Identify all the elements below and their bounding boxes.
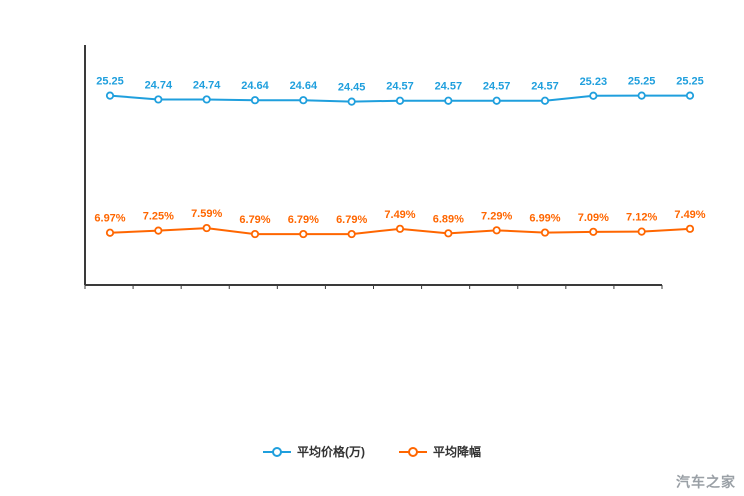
data-point-label: 6.97% [94, 213, 125, 225]
data-point [589, 227, 598, 236]
data-point-label: 24.57 [386, 81, 414, 93]
data-point-label: 6.99% [529, 213, 560, 225]
data-point-label: 24.64 [241, 80, 269, 92]
data-point [685, 224, 695, 233]
data-point-label: 24.64 [290, 80, 318, 92]
data-point [154, 226, 163, 235]
legend: 平均价格(万) 平均降幅 [0, 443, 744, 460]
data-point-label: 7.09% [578, 212, 609, 224]
data-point-label: 7.29% [481, 210, 512, 222]
axes [84, 45, 663, 289]
data-point-label: 7.59% [191, 208, 222, 220]
data-point-label: 7.12% [626, 212, 657, 224]
data-point [685, 91, 695, 100]
data-point-label: 7.49% [674, 209, 705, 221]
data-point-label: 6.79% [239, 214, 270, 226]
data-point [395, 224, 405, 233]
data-point-label: 24.57 [483, 81, 511, 93]
data-point [347, 97, 356, 106]
watermark-logo: 汽车之家 [676, 474, 736, 490]
data-point-label: 25.23 [580, 76, 608, 88]
data-point [105, 228, 115, 237]
data-point-label: 6.89% [433, 213, 464, 225]
legend-item-avg-price[interactable]: 平均价格(万) [262, 443, 365, 460]
data-point-label: 25.25 [628, 76, 656, 88]
legend-item-avg-discount[interactable]: 平均降幅 [398, 443, 481, 460]
data-point [637, 227, 646, 236]
data-point [492, 226, 501, 235]
data-point [347, 229, 356, 239]
data-point-label: 6.79% [336, 214, 367, 226]
price-series: 25.25 24.74 24.74 24.64 24.64 24.45 24.57 24.57… [96, 76, 704, 106]
data-point-label: 7.25% [143, 211, 174, 223]
discount-series: 6.97% 7.25% 7.59% 6.79% 6.79% 6.79% 7.49% 6.89%… [94, 208, 706, 239]
line-series-marker-icon [262, 446, 291, 457]
legend-label-avg-price: 平均价格(万) [296, 445, 365, 459]
data-point [154, 95, 163, 104]
data-point-label: 24.45 [338, 82, 366, 94]
data-point [492, 96, 501, 105]
data-point [637, 91, 646, 100]
data-point [105, 91, 115, 100]
data-point [395, 96, 405, 105]
data-point [444, 229, 453, 238]
data-point-label: 24.57 [435, 81, 463, 93]
data-point-label: 24.74 [145, 79, 173, 91]
line-series-marker-icon [398, 446, 427, 457]
data-point [299, 96, 308, 105]
data-point [202, 223, 211, 233]
data-point [299, 229, 308, 239]
data-point [540, 228, 550, 237]
data-point [444, 96, 453, 105]
data-point [540, 96, 550, 105]
data-point [250, 229, 260, 239]
data-point [589, 91, 598, 100]
legend-label-avg-discount: 平均降幅 [432, 445, 481, 459]
data-point [250, 96, 260, 105]
data-point-label: 6.79% [288, 214, 319, 226]
data-point-label: 25.25 [676, 76, 704, 88]
data-point [202, 95, 211, 104]
data-point-label: 24.57 [531, 81, 559, 93]
data-point-label: 24.74 [193, 79, 221, 91]
data-point-label: 7.49% [384, 209, 415, 221]
data-point-label: 25.25 [96, 76, 124, 88]
